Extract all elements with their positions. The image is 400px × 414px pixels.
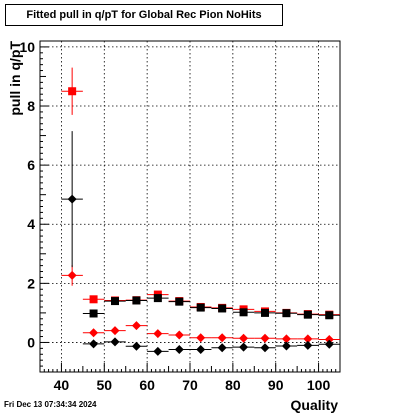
series-2 bbox=[82, 294, 340, 320]
data-point-diamond bbox=[89, 328, 99, 338]
data-point-square bbox=[175, 297, 184, 306]
x-tick-label: 80 bbox=[225, 377, 241, 393]
data-point-square bbox=[68, 87, 77, 96]
data-point-square bbox=[89, 295, 98, 304]
data-point-diamond bbox=[153, 329, 163, 339]
series-4 bbox=[61, 131, 340, 356]
timestamp: Fri Dec 13 07:34:34 2024 bbox=[4, 400, 97, 409]
data-point-diamond bbox=[217, 333, 227, 343]
data-point-diamond bbox=[239, 342, 249, 352]
series-3 bbox=[61, 265, 340, 344]
data-point-diamond bbox=[196, 345, 206, 355]
data-point-diamond bbox=[281, 341, 291, 351]
x-tick-label: 40 bbox=[54, 377, 70, 393]
x-axis-label: Quality bbox=[291, 397, 339, 413]
data-point-square bbox=[196, 303, 205, 312]
data-point-diamond bbox=[174, 345, 184, 355]
x-tick-label: 90 bbox=[268, 377, 284, 393]
data-point-diamond bbox=[110, 326, 120, 336]
data-point-diamond bbox=[89, 339, 99, 349]
chart-title: Fitted pull in q/pT for Global Rec Pion … bbox=[5, 4, 283, 26]
data-point-square bbox=[132, 296, 141, 305]
data-point-square bbox=[239, 308, 248, 317]
data-point-diamond bbox=[324, 339, 334, 349]
y-axis-label: pull in q/pT bbox=[7, 41, 23, 116]
y-tick-label: 10 bbox=[19, 39, 35, 55]
data-series bbox=[61, 67, 340, 356]
data-point-diamond bbox=[131, 321, 141, 331]
data-point-square bbox=[218, 304, 227, 313]
data-point-diamond bbox=[67, 270, 77, 280]
data-point-diamond bbox=[260, 343, 270, 353]
data-point-diamond bbox=[110, 337, 120, 347]
data-point-diamond bbox=[196, 333, 206, 343]
x-tick-label: 100 bbox=[307, 377, 331, 393]
x-tick-label: 50 bbox=[96, 377, 112, 393]
y-tick-label: 8 bbox=[27, 98, 35, 114]
data-point-diamond bbox=[303, 340, 313, 350]
data-point-diamond bbox=[67, 194, 77, 204]
data-point-square bbox=[261, 308, 269, 317]
data-point-square bbox=[325, 311, 334, 320]
data-point-diamond bbox=[174, 330, 184, 340]
data-point-square bbox=[303, 310, 312, 319]
y-tick-label: 0 bbox=[27, 334, 35, 350]
data-point-square bbox=[153, 294, 162, 303]
x-tick-label: 60 bbox=[139, 377, 155, 393]
data-point-diamond bbox=[260, 333, 270, 343]
axis-ticks: 40 50 60 70 80 90 100 0 2 4 6 8 10 bbox=[19, 39, 341, 393]
y-tick-label: 4 bbox=[27, 216, 35, 232]
data-point-diamond bbox=[324, 334, 334, 344]
y-tick-label: 6 bbox=[27, 157, 35, 173]
data-point-diamond bbox=[281, 334, 291, 344]
data-point-diamond bbox=[239, 333, 249, 343]
series-1 bbox=[61, 67, 340, 319]
data-point-square bbox=[282, 309, 291, 318]
data-point-square bbox=[111, 297, 119, 306]
x-tick-label: 70 bbox=[182, 377, 198, 393]
data-point-diamond bbox=[153, 346, 163, 356]
data-point-square bbox=[89, 309, 98, 318]
data-point-diamond bbox=[131, 341, 141, 351]
data-point-diamond bbox=[303, 334, 313, 344]
grid-lines bbox=[40, 41, 340, 372]
y-tick-label: 2 bbox=[27, 275, 35, 291]
data-point-diamond bbox=[217, 343, 227, 353]
